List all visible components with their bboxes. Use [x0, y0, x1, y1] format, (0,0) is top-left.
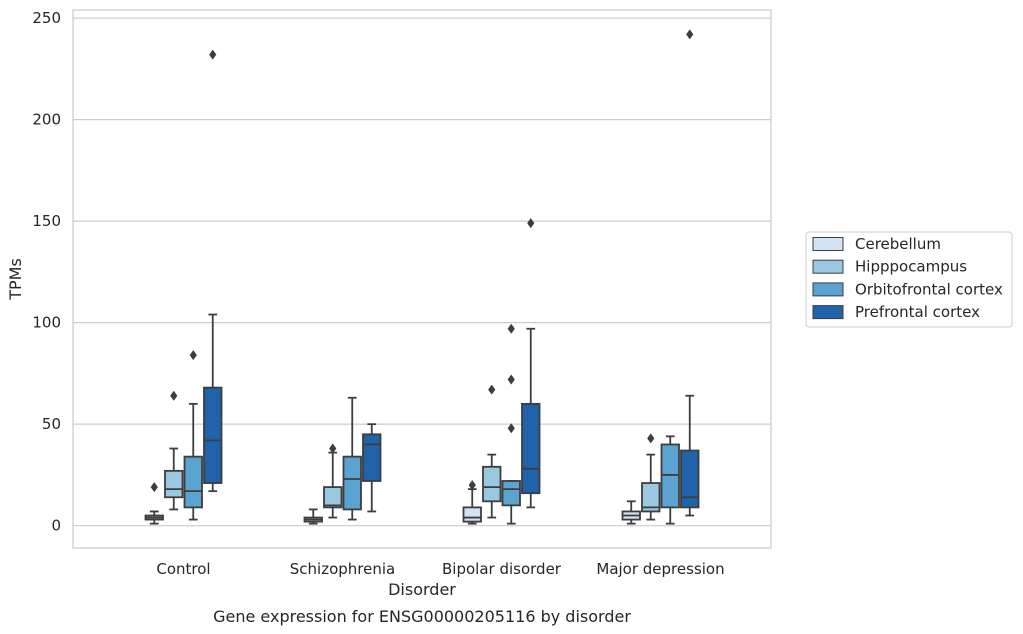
legend-label: Orbitofrontal cortex — [855, 280, 1003, 298]
outlier-point — [507, 423, 515, 434]
legend-label: Prefrontal cortex — [855, 303, 980, 321]
box-group — [462, 480, 482, 525]
x-tick-label: Major depression — [596, 560, 724, 578]
outlier-point — [329, 443, 337, 454]
outlier-point — [507, 374, 515, 385]
outlier-point — [527, 218, 535, 229]
outlier-point — [189, 350, 197, 361]
outlier-point — [686, 29, 694, 40]
box — [660, 443, 680, 509]
box-group — [164, 390, 184, 511]
y-tick-label: 200 — [32, 111, 61, 129]
box-group — [144, 482, 164, 525]
box-group — [521, 218, 541, 509]
outlier-point — [488, 384, 496, 395]
legend: Cerebellum Hipppocampus Orbitofrontal cort… — [805, 231, 1013, 328]
x-tick-label: Schizophrenia — [290, 560, 395, 578]
box — [203, 386, 223, 484]
outlier-point — [170, 390, 178, 401]
box-group — [621, 500, 641, 525]
box-group — [303, 508, 323, 525]
legend-label: Hipppocampus — [855, 258, 967, 276]
box-group — [641, 433, 661, 521]
outlier-point — [507, 323, 515, 334]
box-group — [680, 29, 700, 517]
box — [521, 402, 541, 495]
legend-label: Cerebellum — [855, 235, 941, 253]
x-tick-label: Control — [156, 560, 210, 578]
legend-swatch — [812, 237, 844, 251]
y-tick-label: 50 — [42, 415, 61, 433]
outlier-point — [150, 482, 158, 493]
box-group — [482, 384, 502, 519]
legend-swatch — [812, 305, 844, 320]
x-axis-title: Disorder — [388, 580, 456, 599]
y-tick-labels: 0 50 100 150 200 250 — [32, 9, 61, 535]
box — [323, 486, 343, 509]
box-group — [342, 396, 362, 521]
box-group — [203, 49, 223, 493]
plot-frame — [72, 9, 772, 549]
y-axis-title: TPMs — [6, 258, 25, 301]
box-group — [183, 350, 203, 521]
y-tick-label: 0 — [51, 517, 61, 535]
y-tick-label: 100 — [32, 314, 61, 332]
box — [164, 469, 184, 499]
y-tick-label: 150 — [32, 212, 61, 230]
legend-frame — [805, 231, 1013, 328]
boxes — [144, 29, 700, 525]
legend-swatch — [812, 259, 844, 274]
x-tick-label: Bipolar disorder — [442, 560, 562, 578]
box-group — [660, 435, 680, 525]
box-group — [501, 323, 521, 525]
box — [183, 455, 203, 509]
box — [362, 433, 382, 482]
box — [501, 480, 521, 507]
box — [462, 506, 482, 523]
box — [482, 465, 502, 503]
gridlines — [73, 17, 771, 527]
box — [342, 455, 362, 511]
outlier-point — [647, 433, 655, 444]
outlier-point — [468, 480, 476, 491]
box — [680, 449, 700, 509]
box-group — [362, 423, 382, 513]
legend-swatch — [812, 282, 844, 297]
y-tick-label: 250 — [32, 9, 61, 27]
x-tick-labels: Control Schizophrenia Bipolar disorder Majo… — [156, 560, 724, 578]
box — [641, 482, 661, 513]
chart-caption: Gene expression for ENSG00000205116 by d… — [213, 607, 631, 626]
outlier-point — [209, 49, 217, 60]
box-group — [323, 443, 343, 519]
